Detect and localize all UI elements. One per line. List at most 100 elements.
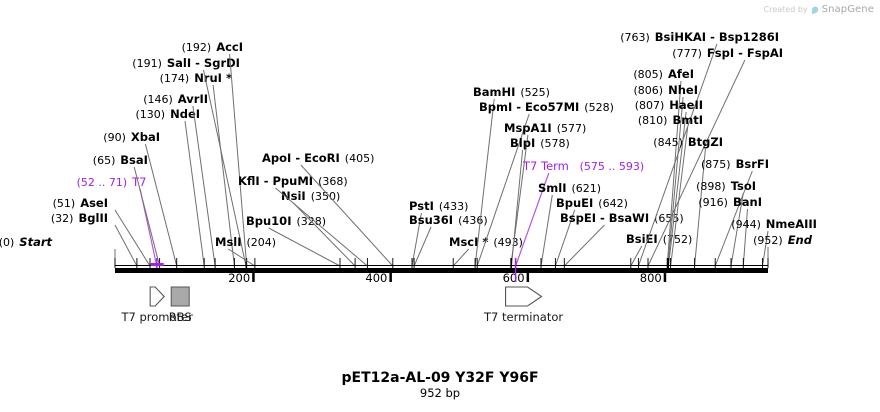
site-name-label: Bpu10I [246, 214, 291, 228]
site-leader-line [554, 209, 576, 267]
site-name-label: BglII [79, 211, 109, 225]
site-leader-line [515, 172, 550, 267]
site-name-label: SalI - SgrDI [167, 56, 240, 70]
site-leader-line [203, 69, 247, 267]
site-position-label: (204) [247, 236, 277, 249]
site-name-label: ApoI - EcoRI [262, 151, 340, 165]
feature-glyph-promoter [149, 286, 165, 307]
created-by-label: Created by [763, 4, 808, 14]
site-name-label: KflI - PpuMI [238, 174, 313, 188]
site-position-label: (192) [182, 41, 212, 54]
site-leader-line [730, 192, 744, 267]
site-leader-line [476, 113, 530, 267]
site-name-label: FspI - FspAI [707, 46, 783, 60]
site-position-label: (433) [439, 200, 469, 213]
site-position-label: (875) [701, 158, 731, 171]
page-title: pET12a-AL-09 Y32F Y96F [342, 370, 539, 386]
site-leader-line [666, 80, 682, 267]
site-name-label: NheI [668, 83, 698, 97]
site-position-label: (528) [584, 101, 614, 114]
site-name-label: T7 Term [522, 159, 569, 173]
site-position-label: (805) [633, 68, 663, 81]
site-name-label: MspA1I [504, 121, 552, 135]
feature-label: RBS [169, 310, 192, 324]
site-position-label: (777) [672, 47, 702, 60]
site-name-label: T7 [131, 175, 146, 189]
site-leader-line [114, 209, 151, 267]
ruler-tick-mark [252, 273, 255, 282]
site-position-label: (191) [132, 57, 162, 70]
site-leader-line [144, 143, 178, 267]
site-position-label: (806) [634, 84, 664, 97]
site-leader-line [184, 120, 205, 267]
site-position-label: (752) [663, 233, 693, 246]
site-name-label: MscI * [449, 235, 488, 249]
site-position-label: (578) [540, 137, 570, 150]
snapgene-leaf-icon [811, 3, 819, 17]
site-name-label: BpuEI [556, 196, 593, 210]
site-position-label: (130) [136, 108, 166, 121]
site-position-label: (655) [654, 212, 684, 225]
site-position-label: (845) [653, 136, 683, 149]
ruler-tick-label: 600 [503, 271, 525, 285]
ruler-tick-label: 400 [365, 271, 387, 285]
site-name-label: BsiHKAI - Bsp1286I [655, 30, 779, 44]
site-name-label: BspEI - BsaWI [560, 211, 649, 225]
site-name-label: SmlI [538, 181, 567, 195]
backbone-bar [115, 268, 768, 273]
site-leader-line [413, 226, 432, 267]
site-name-label: BpmI - Eco57MI [479, 100, 579, 114]
site-name-label: MslI [215, 235, 242, 249]
page-subtitle: 952 bp [420, 386, 460, 400]
site-leader-line [229, 53, 248, 267]
site-leader-line [670, 126, 689, 267]
site-name-label: AfeI [668, 67, 694, 81]
site-name-label: NdeI [170, 107, 200, 121]
ruler-tick-label: 800 [640, 271, 662, 285]
site-leader-line [511, 149, 524, 267]
site-leader-line [192, 105, 216, 267]
site-position-label: (898) [696, 180, 726, 193]
snapgene-brand-label: SnapGene [821, 3, 874, 15]
site-leader-line [742, 208, 748, 267]
site-leader-line [668, 111, 687, 267]
site-position-label: (952) [753, 234, 783, 247]
feature-glyph-rbs [170, 286, 190, 307]
site-leader-line [133, 166, 161, 267]
site-position-label: (0) [0, 236, 14, 249]
site-position-label: (493) [493, 236, 523, 249]
site-leader-line [275, 187, 368, 267]
site-leader-line [667, 96, 684, 267]
site-leader-line [474, 98, 495, 267]
ruler-tick-mark [526, 273, 530, 282]
site-leader-line [762, 230, 769, 267]
site-leader-line [114, 224, 138, 267]
site-name-label: AvrII [178, 92, 208, 106]
site-name-label: BtgZI [688, 135, 723, 149]
site-name-label: End [788, 233, 813, 247]
site-name-label: BanI [733, 195, 762, 209]
site-position-label: (436) [458, 214, 488, 227]
feature-label: T7 terminator [483, 310, 563, 324]
ruler-tick-mark [389, 273, 392, 282]
snapgene-credit: Created by SnapGene [763, 2, 874, 17]
site-position-label: (146) [143, 93, 173, 106]
site-position-label: (90) [103, 131, 126, 144]
site-position-label: (916) [698, 196, 728, 209]
site-position-label: (810) [638, 114, 668, 127]
site-leader-line [268, 227, 341, 267]
site-name-label: Start [19, 235, 52, 249]
site-leader-line [411, 212, 422, 267]
site-position-label: (763) [620, 31, 650, 44]
site-name-label: XbaI [131, 130, 160, 144]
site-name-label: PstI [409, 199, 434, 213]
site-position-label: (174) [160, 72, 190, 85]
site-leader-line [212, 84, 235, 267]
site-position-label: (575 .. 593) [580, 160, 645, 173]
site-position-label: (807) [635, 99, 665, 112]
site-leader-line [452, 248, 470, 267]
site-position-label: (525) [520, 86, 550, 99]
site-name-label: AccI [216, 40, 243, 54]
ruler-tick-mark [663, 273, 667, 282]
